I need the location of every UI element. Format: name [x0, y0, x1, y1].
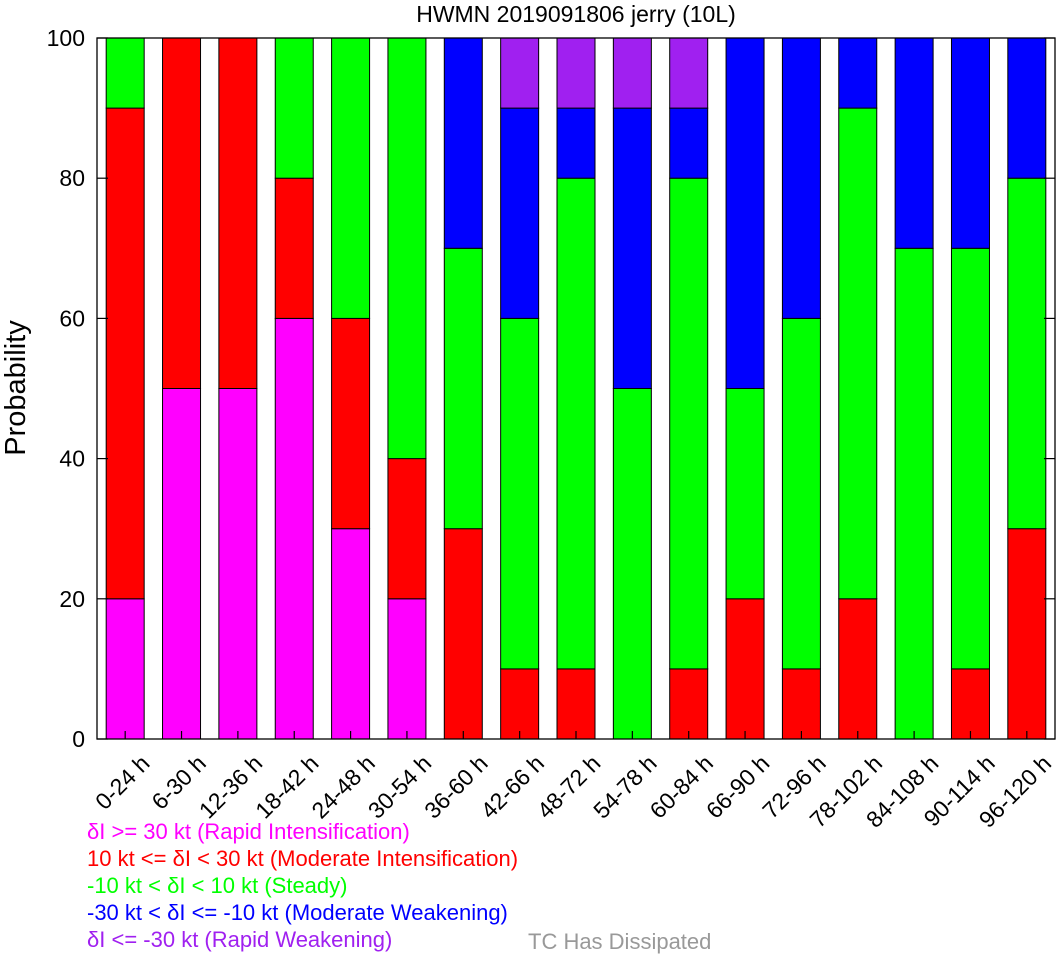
bar-segment-15-2 — [950, 247, 990, 670]
bar-segment-15-3 — [950, 37, 990, 249]
legend-entry-moderate-intensification: 10 kt <= δI < 30 kt (Moderate Intensific… — [87, 846, 519, 871]
bar-segment-1-0 — [162, 388, 202, 740]
bar-segment-9-3 — [612, 107, 652, 389]
legend-entry-rapid-weakening: δI <= -30 kt (Rapid Weakening) — [87, 927, 393, 952]
y-tick-label-80: 80 — [59, 165, 85, 191]
bar-segment-16-1 — [1007, 528, 1047, 740]
bar-segment-3-1 — [274, 177, 314, 319]
bar-segment-3-2 — [274, 37, 314, 179]
bar-segment-8-1 — [556, 668, 596, 740]
bar-segment-5-1 — [387, 458, 427, 600]
bar-segment-7-2 — [500, 317, 540, 670]
legend-entry-rapid-intensification: δI >= 30 kt (Rapid Intensification) — [87, 819, 410, 844]
legend-entry-dissipated: TC Has Dissipated — [528, 929, 712, 954]
y-tick-label-60: 60 — [59, 305, 85, 331]
bar-segment-2-1 — [218, 37, 258, 389]
y-axis-label: Probability — [0, 320, 32, 456]
bar-segment-8-3 — [556, 107, 596, 179]
bar-segment-6-1 — [443, 528, 483, 740]
bar-segment-8-4 — [556, 37, 596, 109]
bar-segment-6-3 — [443, 37, 483, 249]
bar-segment-13-1 — [838, 598, 878, 740]
bar-segment-10-2 — [669, 177, 709, 670]
bar-segment-8-2 — [556, 177, 596, 670]
y-axis-ticks: 0 20 40 60 80 100 — [47, 25, 1055, 752]
bar-segment-10-4 — [669, 37, 709, 109]
bar-segment-5-0 — [387, 598, 427, 740]
bar-segment-13-3 — [838, 37, 878, 109]
bar-segment-9-2 — [612, 388, 652, 740]
bars-group — [105, 37, 1047, 740]
bar-segment-11-1 — [725, 598, 765, 740]
y-tick-label-20: 20 — [59, 586, 85, 612]
x-tick-label-0: 0-24 h — [90, 750, 155, 815]
bar-segment-16-2 — [1007, 177, 1047, 530]
bar-segment-14-3 — [894, 37, 934, 249]
legend-entry-moderate-weakening: -30 kt < δI <= -10 kt (Moderate Weakenin… — [87, 900, 508, 925]
bar-segment-6-2 — [443, 247, 483, 530]
bar-segment-16-3 — [1007, 37, 1047, 179]
bar-segment-2-0 — [218, 388, 258, 740]
bar-segment-4-0 — [331, 528, 371, 740]
bar-segment-0-1 — [105, 107, 145, 600]
bar-segment-12-2 — [781, 317, 821, 670]
bar-segment-12-1 — [781, 668, 821, 740]
bar-segment-7-4 — [500, 37, 540, 109]
legend-entry-steady: -10 kt < δI < 10 kt (Steady) — [87, 873, 348, 898]
chart-title: HWMN 2019091806 jerry (10L) — [416, 1, 736, 27]
bar-segment-9-4 — [612, 37, 652, 109]
bar-segment-15-1 — [950, 668, 990, 740]
bar-segment-14-2 — [894, 247, 934, 740]
bar-segment-7-3 — [500, 107, 540, 319]
bar-segment-12-3 — [781, 37, 821, 319]
legend: δI >= 30 kt (Rapid Intensification) 10 k… — [87, 818, 518, 953]
y-tick-label-0: 0 — [72, 726, 85, 752]
bar-segment-1-1 — [162, 37, 202, 389]
bar-segment-4-1 — [331, 317, 371, 530]
bar-segment-13-2 — [838, 107, 878, 600]
bar-segment-10-1 — [669, 668, 709, 740]
bar-segment-10-3 — [669, 107, 709, 179]
y-tick-label-40: 40 — [59, 446, 85, 472]
bar-segment-11-3 — [725, 37, 765, 389]
bar-segment-4-2 — [331, 37, 371, 319]
bar-segment-0-0 — [105, 598, 145, 740]
bar-segment-7-1 — [500, 668, 540, 740]
bar-segment-11-2 — [725, 388, 765, 600]
bar-segment-3-0 — [274, 317, 314, 740]
y-tick-label-100: 100 — [47, 25, 85, 51]
bar-segment-5-2 — [387, 37, 427, 460]
bar-segment-0-2 — [105, 37, 145, 109]
